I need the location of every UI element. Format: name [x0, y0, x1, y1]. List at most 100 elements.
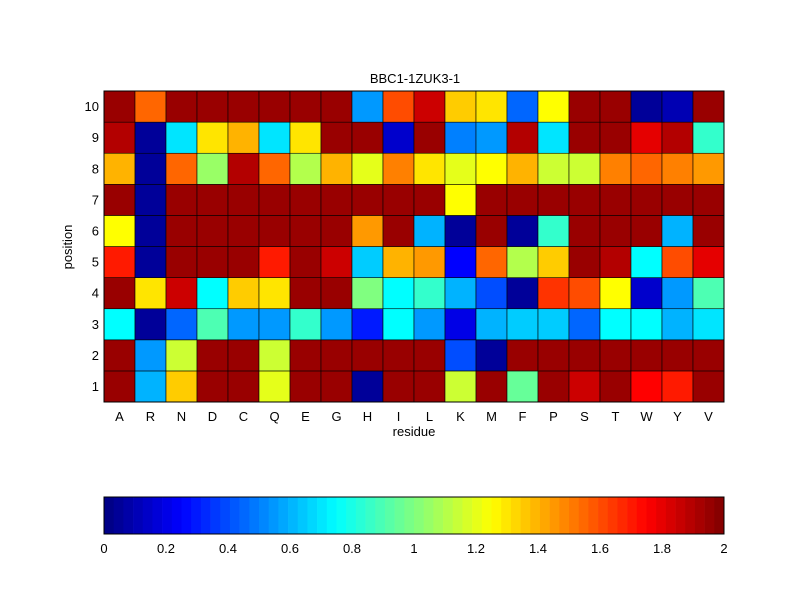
- heatmap-cell-F-7: [506, 184, 539, 216]
- colorbar-segment: [549, 497, 560, 534]
- heatmap-cell-D-7: [196, 184, 229, 216]
- heatmap-cell-I-8: [382, 152, 415, 185]
- heatmap-cell-F-1: [506, 370, 539, 403]
- heatmap-cell-R-6: [134, 215, 167, 247]
- heatmap-cell-E-8: [289, 152, 322, 185]
- heatmap-cell-T-8: [599, 152, 632, 185]
- heatmap-cell-G-6: [320, 215, 353, 247]
- heatmap-cell-E-1: [289, 370, 322, 403]
- heatmap-cell-W-4: [630, 277, 663, 310]
- heatmap-cell-M-8: [475, 152, 508, 185]
- colorbar-segment: [375, 497, 386, 534]
- heatmap-cell-M-5: [475, 246, 508, 278]
- heatmap-cell-K-6: [444, 215, 477, 247]
- heatmap-cell-T-2: [599, 339, 632, 372]
- colorbar-segment: [355, 497, 366, 534]
- heatmap-cell-F-9: [506, 121, 539, 154]
- heatmap-cell-H-1: [351, 370, 384, 403]
- y-tick-label: 8: [92, 161, 99, 176]
- heatmap-cell-R-10: [134, 90, 167, 123]
- y-tick-label: 6: [92, 223, 99, 238]
- heatmap-cell-L-5: [413, 246, 446, 278]
- colorbar-tick-label: 2: [720, 541, 727, 556]
- heatmap-cell-I-4: [382, 277, 415, 310]
- colorbar-segment: [588, 497, 599, 534]
- heatmap-cell-A-3: [103, 308, 136, 341]
- heatmap-cell-K-3: [444, 308, 477, 341]
- heatmap-cell-W-6: [630, 215, 663, 247]
- heatmap-cell-Y-1: [661, 370, 694, 403]
- colorbar-segment: [520, 497, 531, 534]
- colorbar-segment: [598, 497, 609, 534]
- colorbar-segment: [714, 497, 725, 534]
- colorbar-segment: [191, 497, 202, 534]
- colorbar-segment: [636, 497, 647, 534]
- heatmap-cell-P-9: [537, 121, 570, 154]
- heatmap-cell-R-2: [134, 339, 167, 372]
- heatmap-cell-K-8: [444, 152, 477, 185]
- heatmap-cell-P-2: [537, 339, 570, 372]
- y-tick-label: 2: [92, 348, 99, 363]
- colorbar-segment: [162, 497, 173, 534]
- colorbar-segment: [675, 497, 686, 534]
- heatmap-cell-K-2: [444, 339, 477, 372]
- heatmap-cell-L-4: [413, 277, 446, 310]
- x-tick-label: D: [208, 409, 217, 424]
- heatmap-cell-R-7: [134, 184, 167, 216]
- y-tick-label: 1: [92, 379, 99, 394]
- heatmap-cell-M-6: [475, 215, 508, 247]
- x-tick-label: R: [146, 409, 155, 424]
- heatmap-cell-R-1: [134, 370, 167, 403]
- heatmap-cell-G-5: [320, 246, 353, 278]
- heatmap-cell-K-4: [444, 277, 477, 310]
- heatmap-cell-K-5: [444, 246, 477, 278]
- heatmap-cell-L-7: [413, 184, 446, 216]
- heatmap-cell-E-7: [289, 184, 322, 216]
- heatmap-cell-E-3: [289, 308, 322, 341]
- heatmap-cell-P-5: [537, 246, 570, 278]
- heatmap-cell-T-1: [599, 370, 632, 403]
- heatmap-cell-H-9: [351, 121, 384, 154]
- colorbar-segment: [181, 497, 192, 534]
- heatmap-cell-M-3: [475, 308, 508, 341]
- colorbar-segment: [297, 497, 308, 534]
- colorbar-segment: [220, 497, 231, 534]
- heatmap-cell-V-5: [692, 246, 725, 278]
- x-tick-label: F: [519, 409, 527, 424]
- heatmap-cell-H-7: [351, 184, 384, 216]
- heatmap-cell-C-4: [227, 277, 260, 310]
- colorbar-segment: [530, 497, 541, 534]
- colorbar-segment: [627, 497, 638, 534]
- heatmap-cell-M-2: [475, 339, 508, 372]
- colorbar-segment: [317, 497, 328, 534]
- heatmap-cell-A-7: [103, 184, 136, 216]
- heatmap-cell-C-5: [227, 246, 260, 278]
- heatmap-cell-Y-9: [661, 121, 694, 154]
- heatmap-cell-F-3: [506, 308, 539, 341]
- heatmap-cell-A-8: [103, 152, 136, 185]
- x-tick-label: V: [704, 409, 713, 424]
- y-axis-label: position: [60, 225, 75, 270]
- colorbar-segment: [171, 497, 182, 534]
- heatmap-cell-Q-4: [258, 277, 291, 310]
- heatmap-cell-W-5: [630, 246, 663, 278]
- heatmap-cell-H-5: [351, 246, 384, 278]
- heatmap-cell-N-8: [165, 152, 198, 185]
- heatmap-cell-H-8: [351, 152, 384, 185]
- heatmap-cell-I-3: [382, 308, 415, 341]
- heatmap-cell-S-3: [568, 308, 601, 341]
- heatmap-cell-N-3: [165, 308, 198, 341]
- y-tick-label: 9: [92, 130, 99, 145]
- heatmap-cell-S-6: [568, 215, 601, 247]
- heatmap-cell-F-2: [506, 339, 539, 372]
- x-tick-label: I: [397, 409, 401, 424]
- heatmap-cell-D-4: [196, 277, 229, 310]
- colorbar-segment: [384, 497, 395, 534]
- colorbar-segment: [462, 497, 473, 534]
- heatmap-cell-Q-1: [258, 370, 291, 403]
- heatmap-cell-Y-2: [661, 339, 694, 372]
- colorbar-segment: [617, 497, 628, 534]
- colorbar-segment: [685, 497, 696, 534]
- heatmap-cell-P-4: [537, 277, 570, 310]
- colorbar-segment: [259, 497, 269, 534]
